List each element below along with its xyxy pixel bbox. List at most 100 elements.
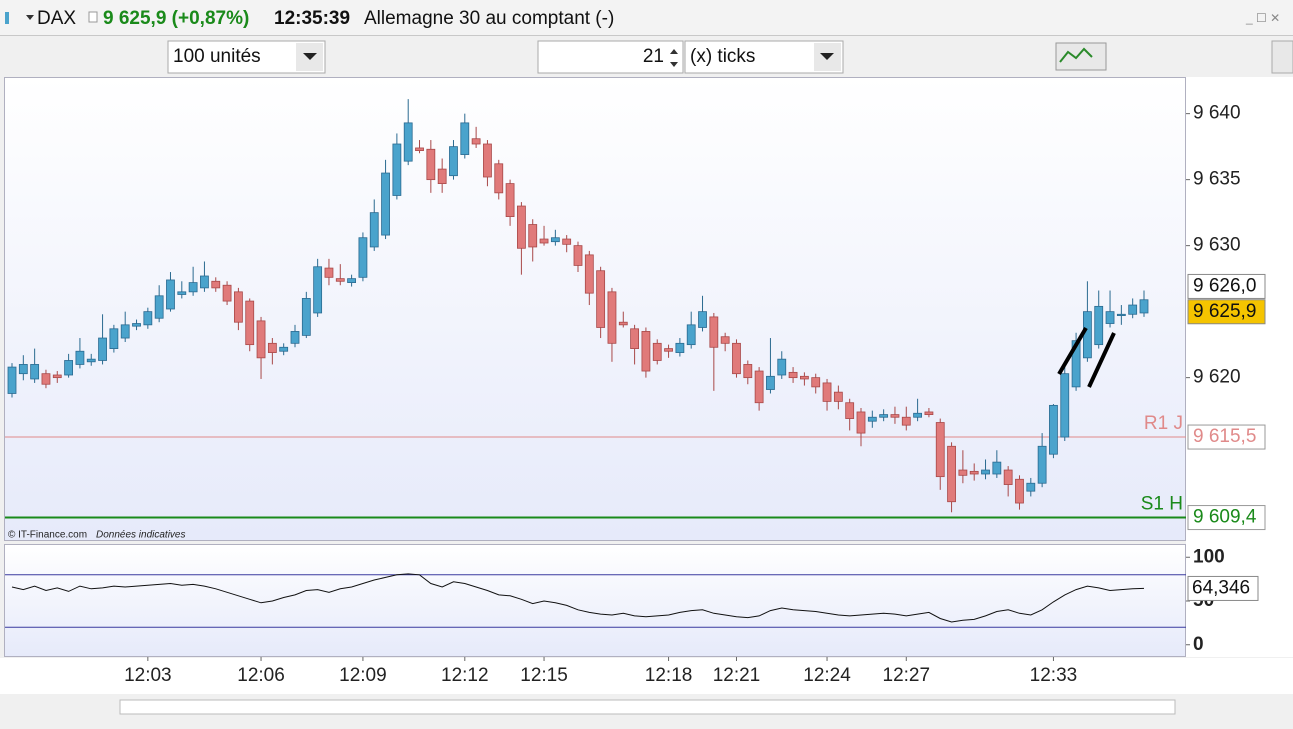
candle-body xyxy=(1060,373,1070,438)
candle-body xyxy=(392,143,402,196)
candle-body xyxy=(98,337,107,361)
candle-body xyxy=(471,138,481,145)
level-box xyxy=(1187,505,1266,531)
price-marker-label: 9 625,9 xyxy=(1193,301,1256,322)
candle-body xyxy=(607,291,617,344)
candle-body xyxy=(550,237,560,243)
candle-body xyxy=(1003,469,1013,485)
candle-body xyxy=(777,358,787,376)
candle-body xyxy=(675,342,685,353)
candle-body xyxy=(143,311,153,326)
dropdown-arrow xyxy=(820,53,834,60)
x-tick-label: 12:03 xyxy=(124,665,172,686)
candle-body xyxy=(301,298,311,336)
level-name: S1 H xyxy=(1141,494,1183,515)
candle-body xyxy=(120,324,130,339)
refresh-button[interactable] xyxy=(1271,40,1293,74)
candle-body xyxy=(1071,340,1081,388)
x-tick-label: 12:27 xyxy=(883,665,931,686)
candle-body xyxy=(766,375,775,390)
candle-body xyxy=(811,377,821,388)
candle-body xyxy=(754,370,764,404)
ticks-unit: (x) ticks xyxy=(690,46,755,67)
candle-body xyxy=(290,331,300,344)
chart-type-icon xyxy=(1059,47,1093,63)
spinner[interactable] xyxy=(670,49,678,67)
candle-body xyxy=(969,470,979,475)
candle-body xyxy=(30,364,40,380)
trend-annotation xyxy=(1057,326,1088,376)
candle-body xyxy=(517,205,526,249)
candle-body xyxy=(1116,313,1126,316)
candle-body xyxy=(732,342,741,375)
candle-body xyxy=(992,461,1002,475)
candle-body xyxy=(845,402,855,419)
candle-body xyxy=(369,212,379,248)
quantity: 100 unités xyxy=(173,46,261,67)
chart-icon[interactable] xyxy=(5,12,9,24)
candle-body xyxy=(596,270,606,328)
price-marker-label: 9 626,0 xyxy=(1193,275,1256,296)
price-marker xyxy=(1187,299,1266,325)
candle-body xyxy=(1037,445,1047,484)
candle-body xyxy=(505,183,515,218)
level-label: 9 609,4 xyxy=(1193,507,1257,528)
info-icon[interactable] xyxy=(88,11,98,23)
candle-body xyxy=(652,342,662,361)
level-name: R1 J xyxy=(1144,413,1183,434)
candle-body xyxy=(743,364,753,379)
level-box xyxy=(1187,424,1266,450)
candle-body xyxy=(177,291,187,295)
candle-body xyxy=(539,238,549,244)
osc-marker-label: 64,346 xyxy=(1192,577,1250,598)
menu-arrow[interactable] xyxy=(26,15,34,20)
candle-body xyxy=(200,275,209,289)
candle-body xyxy=(109,328,119,349)
level-label: 9 615,5 xyxy=(1193,426,1256,447)
candle-body xyxy=(437,168,447,185)
dropdown-arrow xyxy=(303,53,317,60)
oscillator-pane xyxy=(4,544,1186,657)
candle-body xyxy=(460,122,470,155)
y-tick-label: 9 620 xyxy=(1193,367,1241,388)
candle-body xyxy=(913,412,922,418)
candle-body xyxy=(867,416,877,422)
candle-body xyxy=(211,280,221,289)
candle-body xyxy=(222,284,232,302)
x-tick-label: 12:09 xyxy=(339,665,387,686)
candle-body xyxy=(1094,305,1104,346)
candle-body xyxy=(381,172,390,236)
candle-body xyxy=(935,422,945,478)
chart-type-button[interactable] xyxy=(1055,42,1107,71)
candle-body xyxy=(267,342,277,353)
ticks-count: 21 xyxy=(643,46,664,67)
price-pane xyxy=(4,77,1186,541)
candle-body xyxy=(18,364,28,375)
x-tick-label: 12:21 xyxy=(713,665,761,686)
candle-body xyxy=(324,267,334,278)
scrollbar[interactable] xyxy=(119,699,1176,715)
time: 12:35:39 xyxy=(274,8,350,29)
osc-tick-label: 100 xyxy=(1193,546,1225,567)
candle-body xyxy=(233,291,243,323)
window-controls[interactable]: _ ☐ ✕ xyxy=(1245,11,1280,25)
candle-body xyxy=(958,469,968,476)
time-axis xyxy=(0,658,1293,694)
x-tick-label: 12:24 xyxy=(803,665,851,686)
price-axis xyxy=(1186,77,1293,657)
candle-body xyxy=(1049,404,1058,455)
source: © IT-Finance.com xyxy=(8,530,87,541)
x-tick-label: 12:33 xyxy=(1030,665,1078,686)
candle-body xyxy=(347,278,357,284)
instrument-name: Allemagne 30 au comptant (-) xyxy=(364,8,614,29)
x-tick-label: 12:12 xyxy=(441,665,489,686)
disclaimer: Données indicatives xyxy=(96,530,186,541)
candle-body xyxy=(279,346,289,352)
x-tick-label: 12:06 xyxy=(237,665,285,686)
candle-body xyxy=(618,321,628,326)
candle-body xyxy=(256,320,266,359)
candle-body xyxy=(245,300,255,346)
ticks-input[interactable] xyxy=(537,40,684,74)
candle-body xyxy=(788,371,798,379)
